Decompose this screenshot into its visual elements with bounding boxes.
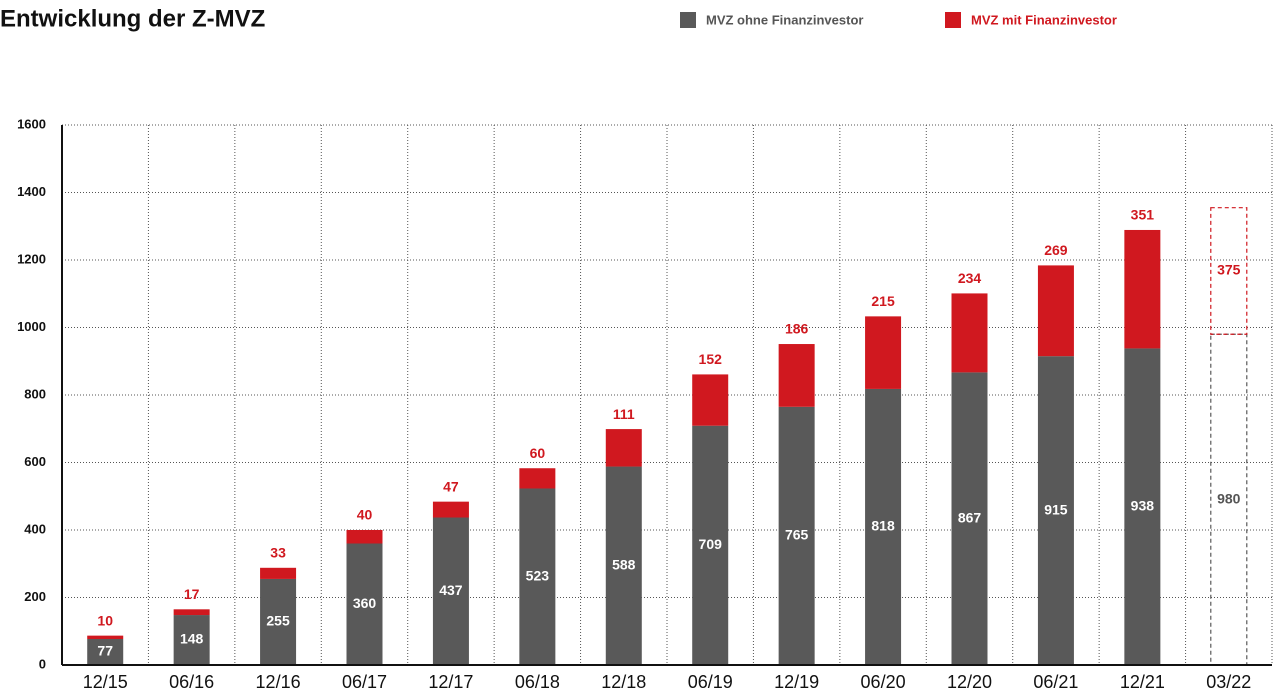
data-label: 47 xyxy=(443,478,459,494)
y-tick-label: 200 xyxy=(24,589,46,604)
data-label: 375 xyxy=(1217,262,1241,278)
bar xyxy=(432,517,469,665)
bar xyxy=(605,429,642,467)
y-tick-label: 800 xyxy=(24,386,46,401)
bar xyxy=(692,374,729,426)
bar xyxy=(519,488,556,665)
bar xyxy=(865,316,902,389)
bar xyxy=(1037,356,1074,665)
data-label: 186 xyxy=(785,321,809,337)
data-label: 588 xyxy=(612,556,636,572)
x-tick-label: 12/15 xyxy=(83,672,128,692)
bar-projected xyxy=(1210,207,1248,335)
x-tick-label: 06/18 xyxy=(515,672,560,692)
bar xyxy=(951,293,988,373)
data-label: 765 xyxy=(785,527,809,543)
bar xyxy=(173,615,210,665)
legend-label: MVZ ohne Finanzinvestor xyxy=(706,12,863,27)
bar xyxy=(173,609,210,616)
legend-swatch xyxy=(680,12,696,28)
data-label: 351 xyxy=(1131,207,1155,223)
x-tick-label: 06/17 xyxy=(342,672,387,692)
bar xyxy=(87,635,124,640)
data-label: 152 xyxy=(699,351,723,367)
data-label: 980 xyxy=(1217,490,1241,506)
y-tick-label: 1400 xyxy=(17,184,46,199)
x-tick-label: 12/16 xyxy=(256,672,301,692)
data-label: 215 xyxy=(871,293,895,309)
bar xyxy=(1124,229,1161,349)
bar-projected xyxy=(1210,333,1248,666)
x-tick-label: 06/16 xyxy=(169,672,214,692)
y-tick-label: 400 xyxy=(24,521,46,536)
y-tick-label: 1200 xyxy=(17,251,46,266)
data-label: 523 xyxy=(526,567,550,583)
data-label: 33 xyxy=(270,545,286,561)
legend-label: MVZ mit Finanzinvestor xyxy=(971,12,1117,27)
x-tick-label: 12/17 xyxy=(428,672,473,692)
bar xyxy=(1037,265,1074,357)
data-label: 915 xyxy=(1044,501,1068,517)
y-tick-label: 1000 xyxy=(17,319,46,334)
x-tick-label: 06/21 xyxy=(1033,672,1078,692)
bar xyxy=(432,501,469,518)
x-tick-label: 12/20 xyxy=(947,672,992,692)
x-tick-label: 06/19 xyxy=(688,672,733,692)
bar xyxy=(346,543,383,665)
x-tick-label: 12/18 xyxy=(601,672,646,692)
data-label: 867 xyxy=(958,509,982,525)
bar xyxy=(692,425,729,665)
bar xyxy=(865,388,902,665)
bar xyxy=(778,406,815,665)
data-label: 255 xyxy=(266,613,290,629)
x-tick-label: 12/21 xyxy=(1120,672,1165,692)
bar xyxy=(778,344,815,407)
bar xyxy=(951,372,988,665)
data-label: 269 xyxy=(1044,242,1068,258)
data-label: 60 xyxy=(530,445,546,461)
bar xyxy=(1124,348,1161,665)
bar xyxy=(260,567,297,579)
data-label: 40 xyxy=(357,507,373,523)
bar xyxy=(260,578,297,665)
bar xyxy=(519,468,556,489)
y-tick-label: 600 xyxy=(24,454,46,469)
x-tick-label: 12/19 xyxy=(774,672,819,692)
data-label: 437 xyxy=(439,582,463,598)
data-label: 938 xyxy=(1131,497,1155,513)
data-label: 148 xyxy=(180,631,204,647)
x-tick-label: 06/20 xyxy=(861,672,906,692)
bar xyxy=(605,466,642,665)
data-label: 77 xyxy=(97,643,113,659)
data-label: 111 xyxy=(613,406,635,422)
data-label: 17 xyxy=(184,586,200,602)
y-tick-label: 0 xyxy=(39,656,46,671)
data-label: 360 xyxy=(353,595,377,611)
data-label: 234 xyxy=(958,270,982,286)
legend-swatch xyxy=(945,12,961,28)
bar xyxy=(346,530,383,544)
data-label: 818 xyxy=(871,518,895,534)
x-tick-label: 03/22 xyxy=(1206,672,1251,692)
chart-title: Entwicklung der Z-MVZ xyxy=(0,5,265,32)
data-label: 709 xyxy=(699,536,723,552)
bar xyxy=(87,639,124,665)
y-tick-label: 1600 xyxy=(17,116,46,131)
data-label: 10 xyxy=(97,612,113,628)
